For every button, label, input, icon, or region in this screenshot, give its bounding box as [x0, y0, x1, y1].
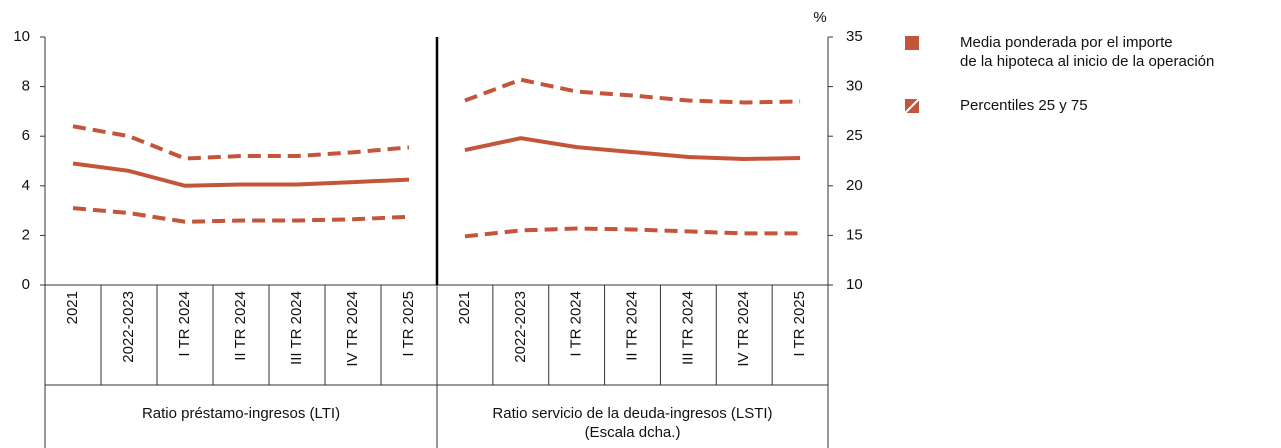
x-tick-label: 2021 [456, 291, 473, 324]
y-tick-label: 8 [22, 78, 30, 95]
y2-tick-label: 25 [846, 127, 863, 144]
x-tick-label: II TR 2024 [623, 291, 640, 361]
series-line [72, 206, 410, 224]
y2-tick-label: 15 [846, 226, 863, 243]
y-tick-label: 4 [22, 177, 30, 194]
series-line [72, 124, 410, 161]
y-tick-label: 6 [22, 127, 30, 144]
x-tick-label: III TR 2024 [679, 291, 696, 365]
x-tick-label: I TR 2024 [568, 291, 585, 357]
series-line [464, 77, 801, 105]
panel-label: Ratio servicio de la deuda-ingresos (LST… [492, 405, 773, 441]
y-tick-label: 2 [22, 226, 30, 243]
y-unit: % [813, 9, 826, 26]
y2-tick-label: 30 [846, 78, 863, 95]
legend-swatch-slash [904, 98, 920, 114]
legend-swatch [905, 36, 919, 50]
series-line [72, 161, 410, 188]
x-tick-label: III TR 2024 [288, 291, 305, 365]
y2-tick-label: 10 [846, 276, 863, 293]
series-line [464, 226, 801, 239]
x-tick-label: 2022-2023 [512, 291, 529, 363]
x-tick-label: IV TR 2024 [344, 291, 361, 367]
legend-label: Media ponderada por el importe de la hip… [960, 34, 1215, 70]
panel-label: Ratio préstamo-ingresos (LTI) [141, 405, 341, 422]
x-tick-label: I TR 2024 [176, 291, 193, 357]
x-tick-label: 2021 [64, 291, 81, 324]
y-tick-label: 10 [13, 28, 30, 45]
x-tick-label: 2022-2023 [120, 291, 137, 363]
x-tick-label: I TR 2025 [791, 291, 808, 357]
x-tick-label: IV TR 2024 [735, 291, 752, 367]
legend-label: Percentiles 25 y 75 [960, 97, 1088, 114]
y2-tick-label: 20 [846, 177, 863, 194]
x-tick-label: II TR 2024 [232, 291, 249, 361]
y2-tick-label: 35 [846, 28, 863, 45]
x-tick-label: I TR 2025 [400, 291, 417, 357]
y-tick-label: 0 [22, 276, 30, 293]
series-line [464, 136, 801, 162]
